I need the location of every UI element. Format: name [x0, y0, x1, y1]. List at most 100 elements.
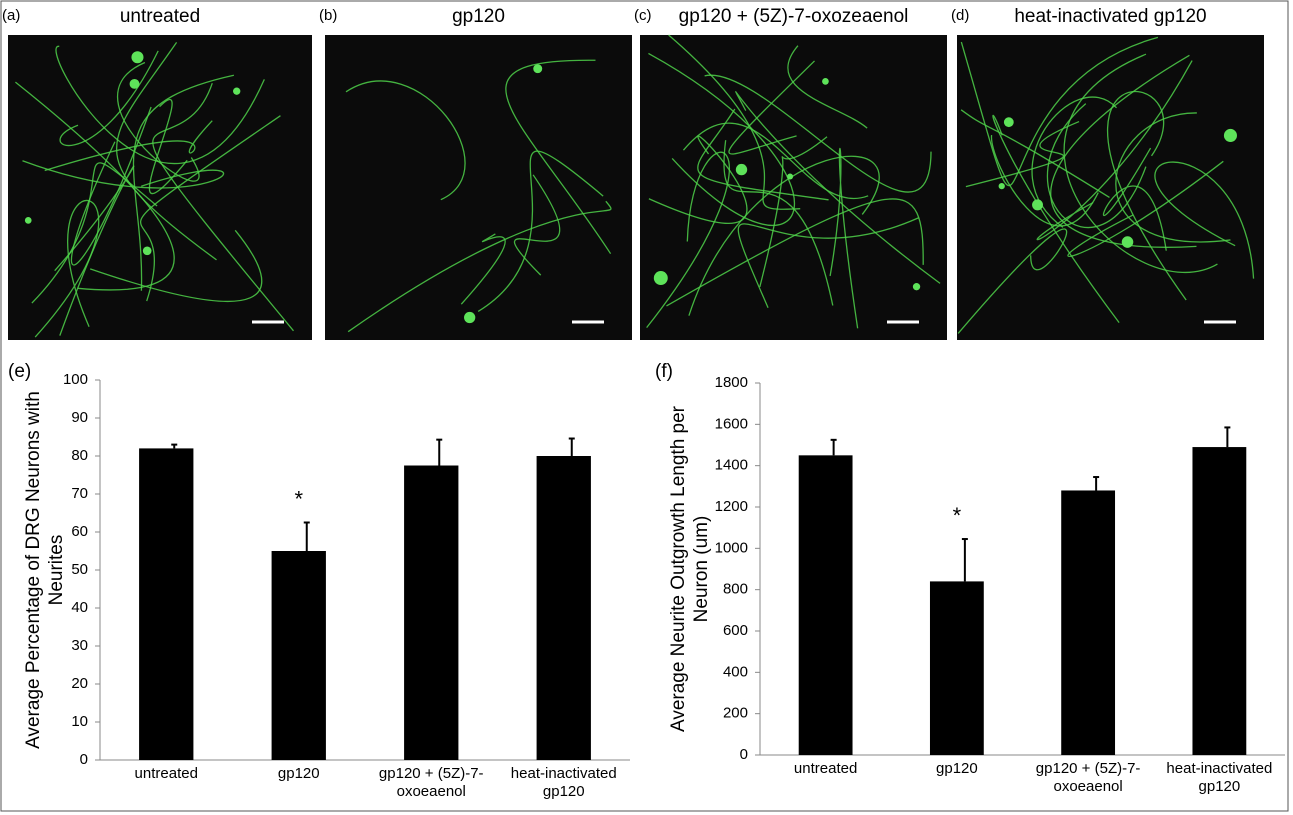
neurite [735, 91, 941, 284]
y-tick-label: 400 [723, 663, 748, 680]
y-tick-label: 50 [71, 561, 88, 578]
neurite [117, 61, 200, 182]
neurite [697, 108, 829, 201]
cell-body [822, 77, 829, 85]
neurite [960, 109, 1110, 198]
y-tick-label: 70 [71, 485, 88, 502]
bar [404, 465, 459, 760]
neurite [787, 45, 868, 129]
neurite [89, 229, 263, 302]
neurite [723, 140, 834, 306]
x-tick-label: heat-inactivated gp120 [510, 765, 617, 800]
neurite [829, 147, 859, 329]
cell-body [464, 311, 476, 324]
y-tick-label: 1600 [715, 415, 748, 432]
cell-body [131, 51, 144, 64]
cell-body [24, 217, 32, 224]
neurites [646, 34, 941, 329]
cell-body [1032, 199, 1043, 211]
panel-label: (a) [2, 7, 20, 24]
y-tick-label: 40 [71, 599, 88, 616]
cell-body [1003, 117, 1014, 128]
panel-title: gp120 [452, 6, 505, 27]
neurite [682, 122, 869, 199]
neurite [990, 134, 1099, 227]
bar [798, 455, 853, 755]
cell-body [912, 283, 921, 291]
cell-body [142, 246, 152, 256]
panel-title: gp120 + (5Z)-7-oxozeaenol [679, 6, 909, 27]
neurite [460, 233, 506, 305]
neurite [345, 80, 466, 201]
bar [929, 581, 984, 755]
panel-title: heat-inactivated gp120 [1014, 6, 1206, 27]
neurite [688, 155, 880, 316]
neurite [347, 200, 612, 333]
x-tick-label: untreated [134, 765, 198, 782]
y-tick-label: 0 [80, 751, 88, 768]
chart-label: (f) [655, 361, 673, 382]
neurites [957, 36, 1255, 334]
bar [1061, 490, 1116, 755]
cell-body [787, 173, 794, 180]
neurite [992, 114, 1120, 324]
neurite [1046, 103, 1147, 229]
x-tick-label: gp120 + (5Z)-7-oxoeaenol [1035, 760, 1141, 795]
neurites [345, 59, 612, 333]
micrograph [957, 35, 1264, 340]
neurite [957, 228, 1068, 334]
neurite [728, 60, 815, 155]
y-axis-label: Average Percentage of DRG Neurons with N… [23, 391, 67, 749]
cell-body [1121, 236, 1134, 248]
bar [1192, 447, 1247, 755]
neurite [15, 81, 175, 291]
y-tick-label: 60 [71, 523, 88, 540]
panel-label: (b) [319, 7, 337, 24]
neurite [960, 36, 1159, 187]
y-tick-label: 1800 [715, 374, 748, 391]
cell-body [653, 271, 668, 286]
neurite [646, 151, 730, 329]
micrograph [640, 35, 947, 340]
significance-mark: * [953, 503, 962, 528]
neurite [759, 136, 828, 288]
neurite [648, 135, 748, 224]
y-tick-label: 1400 [715, 457, 748, 474]
neurite [132, 74, 235, 291]
chart-label: (e) [8, 361, 31, 382]
y-tick-label: 1200 [715, 498, 748, 515]
significance-mark: * [294, 486, 303, 511]
cell-body [735, 163, 748, 176]
y-tick-label: 10 [71, 713, 88, 730]
x-tick-label: gp120 + (5Z)-7-oxoeaenol [378, 765, 484, 800]
cell-body [998, 182, 1005, 190]
y-tick-label: 600 [723, 622, 748, 639]
x-tick-label: heat-inactivated gp120 [1166, 760, 1273, 795]
neurite [1115, 112, 1231, 243]
y-tick-label: 90 [71, 409, 88, 426]
y-axis-label: Average Neurite Outgrowth Length per Neu… [668, 406, 712, 733]
neurite [55, 45, 265, 165]
y-tick-label: 0 [740, 746, 748, 763]
cell-body [533, 64, 543, 74]
neurite [59, 50, 159, 147]
neurite [668, 34, 801, 210]
x-tick-label: gp120 [936, 760, 978, 777]
neurite [34, 199, 100, 338]
neurite [737, 217, 919, 308]
y-tick-label: 800 [723, 581, 748, 598]
bar [139, 448, 194, 760]
neurite [513, 174, 561, 276]
neurite [1063, 53, 1218, 274]
y-tick-label: 100 [63, 371, 88, 388]
neurite [1036, 60, 1193, 241]
bar [536, 456, 591, 760]
neurite [115, 41, 217, 261]
neurite [505, 59, 612, 255]
y-tick-label: 30 [71, 637, 88, 654]
micrograph [325, 35, 632, 340]
neurite [666, 198, 924, 307]
